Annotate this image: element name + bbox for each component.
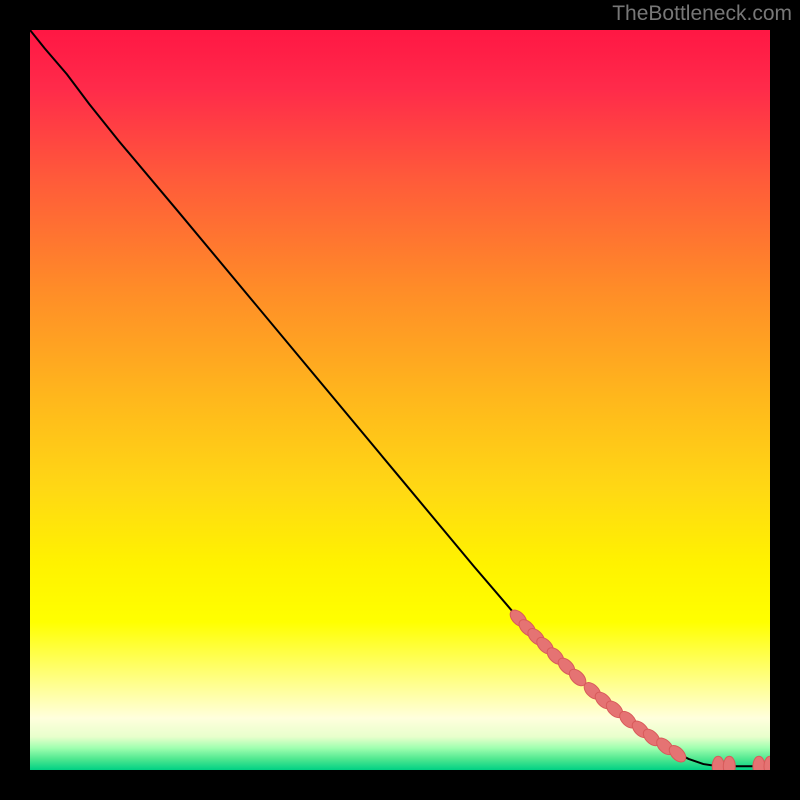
marker-point [712, 756, 724, 770]
chart-background [30, 30, 770, 770]
attribution-text: TheBottleneck.com [612, 2, 792, 26]
marker-point [723, 756, 735, 770]
marker-point [753, 756, 765, 770]
chart-plot [30, 30, 770, 770]
